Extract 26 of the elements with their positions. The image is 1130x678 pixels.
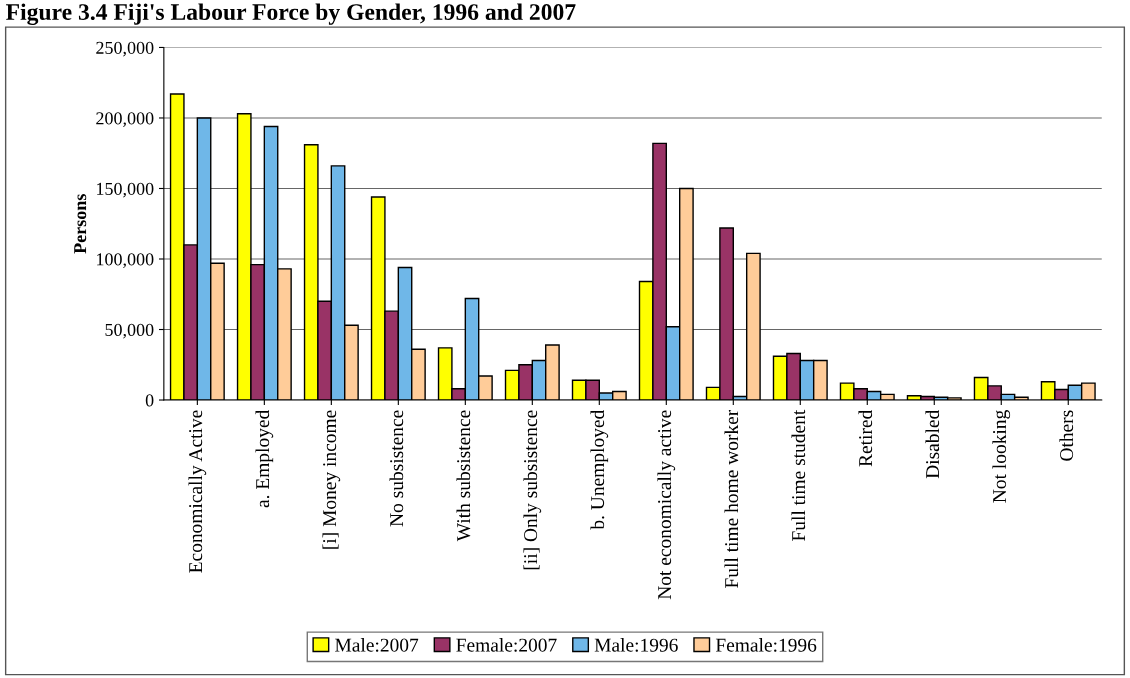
x-tick-label: With subsistence — [456, 410, 471, 542]
x-tick-label: Not economically active — [657, 410, 676, 600]
x-tick-label: Not looking — [992, 410, 1011, 503]
x-tick-label: b. Unemployed — [590, 409, 609, 530]
y-axis-title: Persons — [74, 194, 87, 254]
x-tick-label: [ii] Only subsistence — [523, 410, 542, 570]
legend-label: Male:2007 — [335, 638, 419, 652]
chart-title: Figure 3.4 Fiji's Labour Force by Gender, 1996 and 2007 — [6, 3, 576, 25]
x-tick-label: Retired — [858, 409, 873, 467]
y-tick-label: 150,000 — [97, 182, 154, 198]
x-tick-label: Full time home worker — [724, 409, 739, 588]
x-tick-label: [i] Money income — [322, 410, 341, 549]
y-tick-label: 100,000 — [97, 253, 154, 269]
y-tick-label: 250,000 — [96, 41, 154, 57]
x-tick-label: Full time student — [791, 409, 806, 541]
x-tick-label: a. Employed — [255, 409, 274, 508]
legend-label: Female:1996 — [715, 638, 817, 652]
y-tick-label: 0 — [145, 394, 154, 407]
y-tick-label: 50,000 — [105, 323, 154, 339]
x-tick-label: Economically Active — [188, 410, 207, 573]
legend-label: Female:2007 — [456, 638, 557, 652]
legend-label: Male:1996 — [594, 638, 678, 652]
x-tick-label: Others — [1059, 410, 1074, 461]
y-tick-label: 200,000 — [96, 112, 154, 128]
x-tick-label: Disabled — [925, 409, 940, 479]
x-tick-label: No subsistence — [389, 410, 404, 527]
